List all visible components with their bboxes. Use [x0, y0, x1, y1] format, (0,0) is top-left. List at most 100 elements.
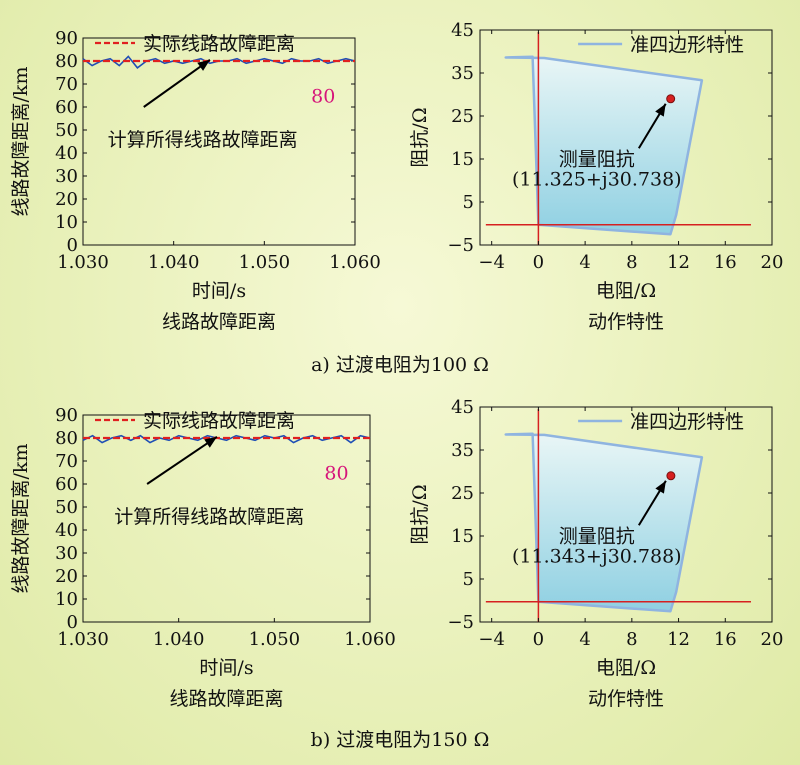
x-tick-label: 1.030	[57, 629, 109, 650]
x-tick-label: 12	[667, 252, 690, 273]
y-axis-label: 阻抗/Ω	[409, 484, 431, 544]
x-tick-label: 8	[626, 629, 637, 650]
measured-point-arrow-head	[655, 480, 666, 494]
annotation-computed: 计算所得线路故障距离	[114, 506, 304, 528]
caption-a: a) 过渡电阻为100 Ω	[311, 354, 489, 376]
x-axis-label: 时间/s	[199, 657, 253, 679]
y-tick-label: 45	[451, 20, 474, 41]
y-tick-label: 70	[55, 74, 78, 95]
measured-impedance-point	[666, 94, 676, 104]
x-tick-label: −4	[478, 629, 505, 650]
distance-chart-title: 线路故障距离	[169, 688, 283, 710]
y-tick-label: 30	[55, 166, 78, 187]
y-tick-label: 50	[55, 497, 78, 518]
x-axis-label: 电阻/Ω	[596, 657, 656, 679]
measured-impedance-point	[666, 471, 676, 481]
y-tick-label: 50	[55, 120, 78, 141]
legend-label-actual: 实际线路故障距离	[143, 33, 295, 55]
plot-frame	[479, 406, 773, 623]
annotation-80: 80	[324, 462, 348, 484]
y-axis-label: 阻抗/Ω	[409, 107, 431, 167]
x-tick-label: 1.050	[239, 252, 291, 273]
impedance-chart-b: −4 0 4 8 12 16 20 −5 5 15 25 35 45 测量阻抗(11.343+j30.78…	[409, 397, 783, 710]
x-tick-label: −4	[478, 252, 505, 273]
y-tick-label: 40	[55, 520, 78, 541]
plot-frame	[479, 29, 773, 246]
y-tick-label: 0	[67, 612, 78, 633]
caption-b: b) 过渡电阻为150 Ω	[311, 729, 490, 751]
y-tick-label: −5	[447, 612, 474, 633]
y-tick-label: 60	[55, 97, 78, 118]
y-tick-label: 10	[55, 212, 78, 233]
y-tick-label: 80	[55, 51, 78, 72]
x-tick-label: 1.060	[329, 252, 381, 273]
annotation-arrow-head	[197, 59, 210, 71]
y-tick-label: 90	[55, 28, 78, 49]
plot-frame	[82, 37, 356, 246]
y-tick-label: 20	[55, 566, 78, 587]
x-tick-label: 20	[761, 252, 784, 273]
y-tick-label: 45	[451, 397, 474, 418]
quadrilateral-characteristic	[504, 432, 704, 613]
measured-point-arrow-head	[655, 103, 666, 117]
x-axis-label: 电阻/Ω	[596, 280, 656, 302]
y-tick-label: 35	[451, 63, 474, 84]
x-tick-label: 8	[626, 252, 637, 273]
x-tick-label: 1.060	[344, 629, 396, 650]
y-tick-label: −5	[447, 235, 474, 256]
plot-frame	[82, 414, 371, 623]
impedance-chart-title: 动作特性	[588, 311, 664, 333]
series-line-computed	[82, 434, 371, 444]
annotation-arrow-head	[204, 436, 217, 448]
x-tick-label: 0	[533, 252, 544, 273]
y-axis-label: 线路故障距离/km	[10, 67, 32, 217]
x-tick-label: 4	[579, 252, 590, 273]
x-axis-label: 时间/s	[192, 280, 246, 302]
x-tick-label: 4	[579, 629, 590, 650]
x-tick-label: 0	[533, 629, 544, 650]
quadrilateral-characteristic	[504, 55, 704, 236]
annotation-arrow-shaft	[143, 59, 211, 108]
y-tick-label: 5	[463, 192, 474, 213]
measured-impedance-label: 测量阻抗	[559, 148, 635, 170]
annotation-computed: 计算所得线路故障距离	[108, 129, 298, 151]
annotation-80: 80	[311, 85, 335, 107]
measured-impedance-label: 测量阻抗	[559, 525, 635, 547]
impedance-chart-a: −4 0 4 8 12 16 20 −5 5 15 25 35 45 测量阻抗(11.325+j30.73…	[409, 20, 783, 333]
impedance-chart-title: 动作特性	[588, 688, 664, 710]
y-tick-label: 5	[463, 569, 474, 590]
x-tick-label: 12	[667, 629, 690, 650]
annotation-arrow-shaft	[146, 436, 218, 485]
y-tick-label: 35	[451, 440, 474, 461]
y-tick-label: 20	[55, 189, 78, 210]
x-tick-label: 1.050	[249, 629, 301, 650]
y-tick-label: 15	[451, 526, 474, 547]
y-tick-label: 70	[55, 451, 78, 472]
y-tick-label: 10	[55, 589, 78, 610]
y-tick-label: 25	[451, 483, 474, 504]
series-line-computed	[82, 55, 356, 70]
y-tick-label: 0	[67, 235, 78, 256]
measured-impedance-value: (11.343+j30.788)	[512, 546, 682, 568]
x-tick-label: 16	[714, 629, 737, 650]
legend-label-quad: 准四边形特性	[630, 411, 744, 433]
y-tick-label: 60	[55, 474, 78, 495]
y-tick-label: 40	[55, 143, 78, 164]
x-tick-label: 20	[761, 629, 784, 650]
y-axis-label: 线路故障距离/km	[10, 444, 32, 594]
y-tick-label: 30	[55, 543, 78, 564]
measured-impedance-value: (11.325+j30.738)	[512, 169, 682, 191]
x-tick-label: 1.030	[57, 252, 109, 273]
y-tick-label: 90	[55, 405, 78, 426]
legend-label-actual: 实际线路故障距离	[143, 410, 295, 432]
distance-chart-title: 线路故障距离	[162, 311, 276, 333]
x-tick-label: 1.040	[153, 629, 205, 650]
y-tick-label: 15	[451, 149, 474, 170]
legend-label-quad: 准四边形特性	[630, 34, 744, 56]
y-tick-label: 25	[451, 106, 474, 127]
y-tick-label: 80	[55, 428, 78, 449]
x-tick-label: 16	[714, 252, 737, 273]
